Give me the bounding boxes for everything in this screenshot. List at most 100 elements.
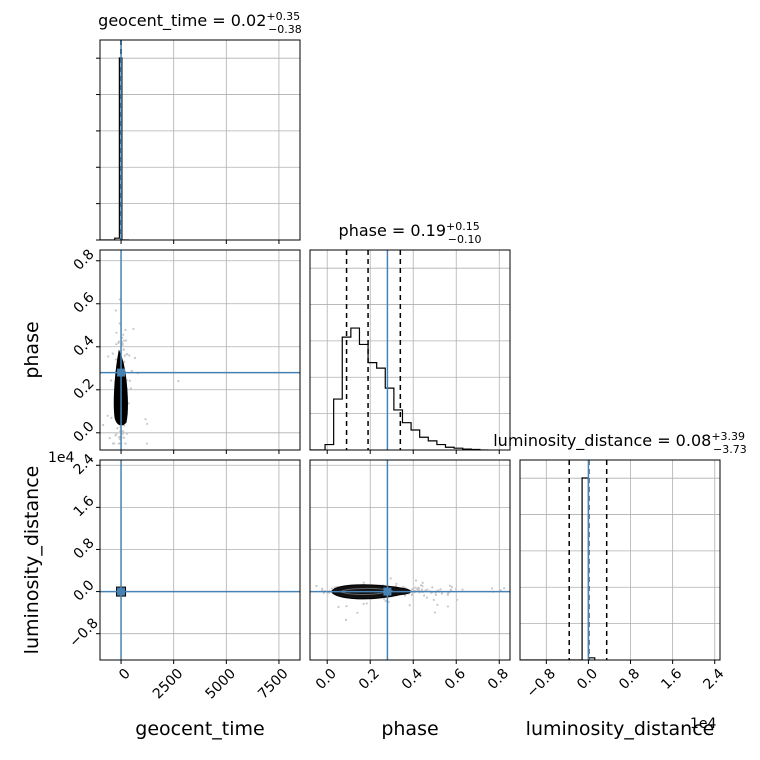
xlabel-luminosity_distance: luminosity_distance (526, 718, 715, 740)
offset-label-y: 1e4 (48, 450, 75, 466)
scatter-point (362, 581, 365, 584)
scatter-point (128, 354, 131, 357)
scatter-point (114, 309, 117, 312)
scatter-point (454, 587, 457, 591)
scatter-point (123, 424, 126, 427)
scatter-point (177, 380, 180, 383)
scatter-point (436, 603, 439, 606)
scatter-point (128, 379, 131, 382)
scatter-point (108, 437, 111, 440)
scatter-point (124, 442, 127, 445)
truth-marker (383, 587, 392, 596)
scatter-point (122, 339, 126, 342)
tick-label-y: −0.8 (66, 615, 101, 650)
tick-label-x: 0.8 (485, 666, 512, 693)
scatter-point (126, 353, 129, 356)
scatter-point (118, 298, 121, 301)
tick-label-x: 1.6 (658, 666, 685, 693)
scatter-point (414, 586, 417, 589)
scatter-point (499, 589, 502, 592)
scatter-point (124, 328, 127, 332)
scatter-point (383, 598, 386, 601)
hist-geocent_time (100, 57, 130, 240)
scatter-point (356, 611, 359, 614)
scatter-point (450, 585, 453, 589)
tick-label-x: 0.8 (616, 666, 643, 693)
scatter-point (124, 339, 128, 342)
contour-line (338, 587, 394, 595)
tick-label-x: 0.4 (399, 666, 426, 693)
scatter-point (107, 355, 110, 358)
scatter-point (146, 422, 149, 426)
scatter-point (411, 588, 414, 591)
tick-label-y: 0.6 (71, 289, 98, 316)
tick-label-y: 0.8 (71, 247, 98, 274)
scatter-point (455, 598, 459, 601)
scatter-point (403, 594, 407, 597)
scatter-point (434, 593, 438, 596)
title-luminosity_distance: luminosity_distance = 0.08+3.39 −3.73 (493, 430, 747, 456)
scatter-point (337, 605, 340, 608)
scatter-point (395, 582, 398, 585)
scatter-point (122, 333, 125, 336)
panel-frame (99, 459, 301, 661)
tick-label-y: 2.4 (71, 451, 98, 478)
scatter-point (365, 602, 368, 605)
tick-label-x: −0.8 (524, 666, 559, 701)
scatter-point (395, 584, 398, 588)
scatter-point (115, 331, 118, 334)
scatter-point (115, 343, 118, 346)
scatter-point (402, 585, 405, 588)
scatter-point (315, 584, 318, 588)
tick-label-x: 2500 (150, 666, 187, 703)
scatter-point (344, 618, 348, 621)
scatter-point (113, 442, 116, 445)
tick-label-y: 0.4 (71, 332, 98, 359)
panel-frame (99, 39, 301, 241)
xlabel-phase: phase (381, 718, 438, 740)
scatter-point (449, 588, 453, 591)
scatter-point (110, 379, 113, 382)
scatter-point (431, 586, 434, 589)
tick-label-y: 0.0 (71, 419, 98, 446)
scatter-point (121, 432, 125, 436)
scatter-point (414, 579, 418, 582)
scatter-point (133, 356, 137, 360)
hist-luminosity_distance (520, 477, 596, 660)
scatter-point (123, 436, 126, 439)
scatter-point (389, 577, 392, 580)
hist-phase (310, 327, 489, 450)
scatter-point (425, 596, 429, 599)
scatter-point (420, 584, 423, 587)
scatter-point (123, 354, 126, 357)
scatter-point (106, 414, 109, 417)
scatter-point (117, 340, 121, 343)
tick-label-x: 7500 (255, 666, 292, 703)
scatter-point (321, 587, 324, 590)
scatter-point (122, 430, 125, 433)
scatter-point (114, 358, 118, 361)
scatter-point (322, 591, 325, 595)
scatter-point (130, 369, 133, 372)
scatter-point (362, 602, 365, 605)
scatter-point (433, 611, 437, 614)
scatter-point (420, 588, 424, 591)
panel-frame (309, 459, 511, 661)
scatter-point (144, 418, 147, 421)
scatter-point (448, 584, 452, 587)
tick-label-x: 0.0 (574, 666, 601, 693)
scatter-point (125, 432, 129, 435)
scatter-point (426, 588, 429, 591)
scatter-point (117, 442, 120, 445)
scatter-point (145, 442, 148, 445)
scatter-point (408, 604, 411, 607)
scatter-point (132, 327, 135, 331)
scatter-point (114, 434, 117, 437)
scatter-point (421, 581, 424, 584)
scatter-point (116, 427, 119, 430)
panel-frame (99, 249, 301, 451)
scatter-point (439, 588, 442, 591)
tick-label-x: 0.0 (313, 666, 340, 693)
tick-label-x: 5000 (203, 666, 240, 703)
scatter-point (345, 605, 348, 608)
